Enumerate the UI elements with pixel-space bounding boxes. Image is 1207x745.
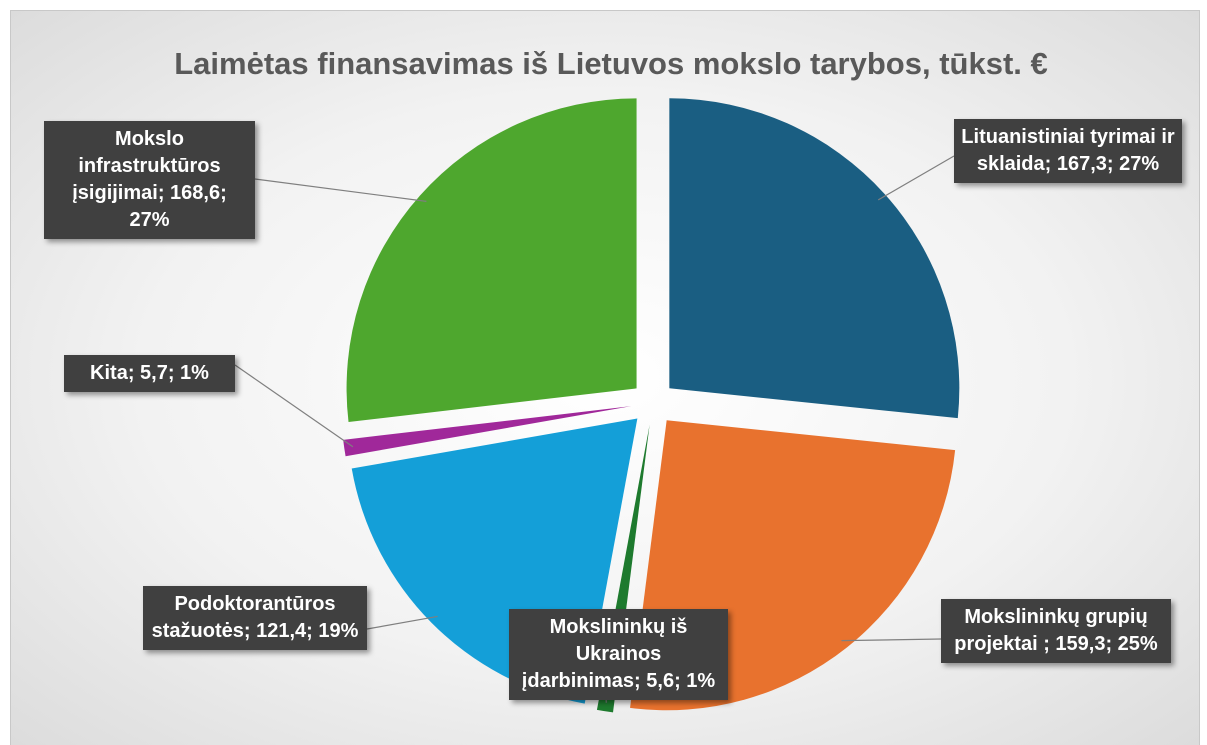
leader-line (234, 364, 354, 448)
pie-slice (669, 98, 960, 419)
leader-line (877, 155, 955, 201)
data-label: Mokslo infrastruktūros įsigijimai; 168,6… (44, 121, 255, 239)
data-label: Mokslininkų iš Ukrainos įdarbinimas; 5,6… (509, 609, 728, 700)
chart: Laimėtas finansavimas iš Lietuvos mokslo… (10, 10, 1200, 745)
leader-line (254, 178, 427, 202)
leader-line (366, 615, 438, 630)
data-label: Kita; 5,7; 1% (64, 355, 235, 392)
data-label: Podoktorantūros stažuotės; 121,4; 19% (143, 586, 367, 650)
data-label: Mokslininkų grupių projektai ; 159,3; 25… (941, 599, 1171, 663)
pie-slice (343, 406, 632, 457)
leader-line (841, 638, 942, 642)
chart-title: Laimėtas finansavimas iš Lietuvos mokslo… (174, 46, 1048, 81)
data-label: Lituanistiniai tyrimai ir sklaida; 167,3… (954, 119, 1182, 183)
pie-slice (346, 98, 637, 423)
